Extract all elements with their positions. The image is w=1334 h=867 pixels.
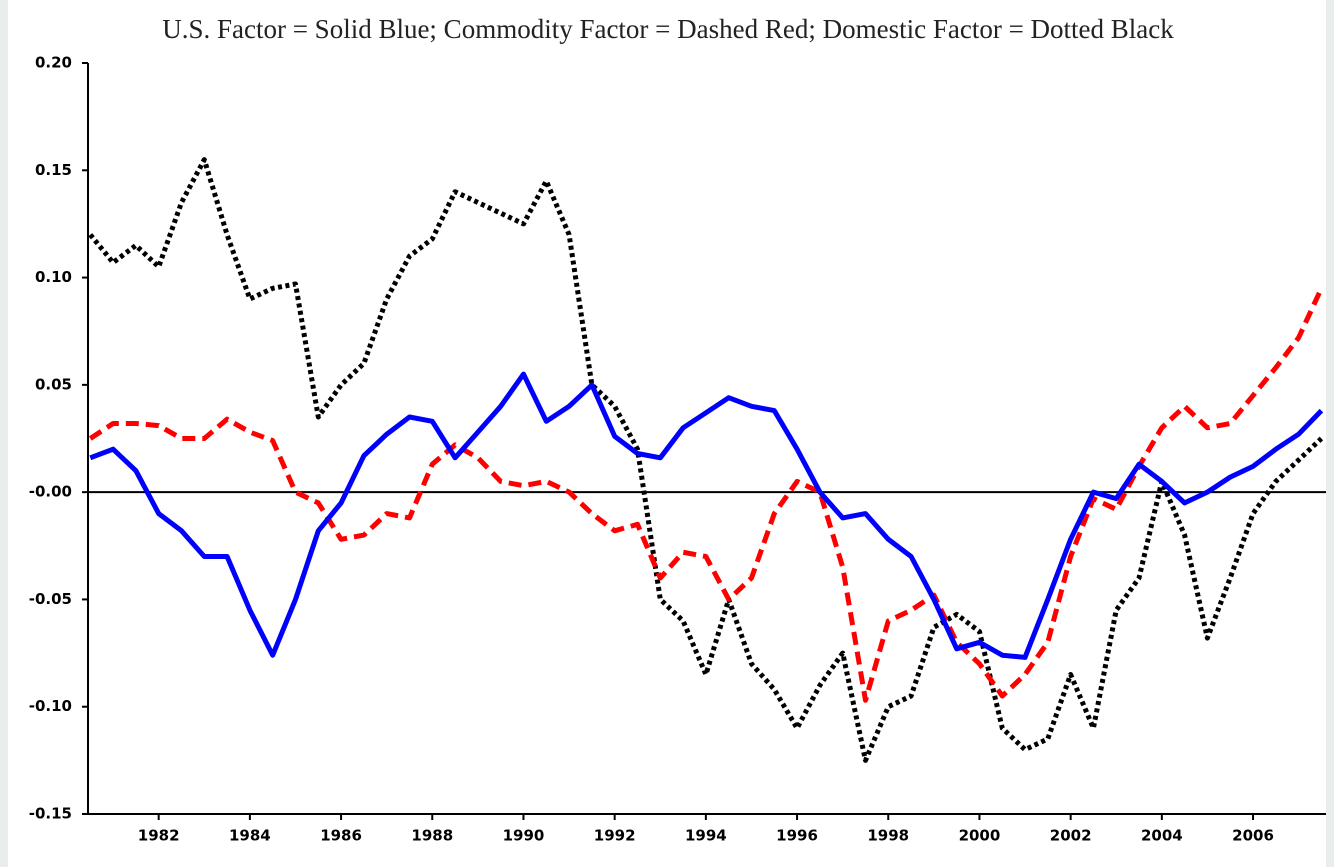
x-tick-label: 2004 (1141, 827, 1183, 845)
y-tick-label: -0.15 (29, 805, 72, 823)
x-tick-label: 1988 (411, 827, 453, 845)
x-tick-label: 2006 (1232, 827, 1274, 845)
series-line (89, 371, 1324, 660)
y-tick-label: -0.05 (29, 590, 72, 608)
x-tick-label: 1994 (685, 827, 727, 845)
x-tick-label: 1996 (776, 827, 818, 845)
chart-title: U.S. Factor = Solid Blue; Commodity Fact… (162, 14, 1174, 44)
series-line (88, 287, 1324, 703)
x-tick-label: 1982 (138, 827, 180, 845)
y-tick-label: -0.00 (29, 483, 72, 501)
y-tick-label: -0.10 (29, 697, 72, 715)
x-tick-label: 2002 (1050, 827, 1092, 845)
y-tick-label: 0.10 (35, 268, 72, 286)
y-tick-label: 0.15 (35, 161, 72, 179)
x-tick-label: 1992 (594, 827, 636, 845)
x-tick-label: 2000 (959, 827, 1001, 845)
x-tick-label: 1986 (320, 827, 362, 845)
series-line (88, 157, 1324, 763)
y-tick-label: 0.20 (35, 54, 72, 72)
x-tick-label: 1984 (229, 827, 271, 845)
background (8, 0, 1326, 867)
x-tick-label: 1998 (867, 827, 909, 845)
y-tick-label: 0.05 (35, 375, 72, 393)
x-tick-label: 1990 (503, 827, 545, 845)
